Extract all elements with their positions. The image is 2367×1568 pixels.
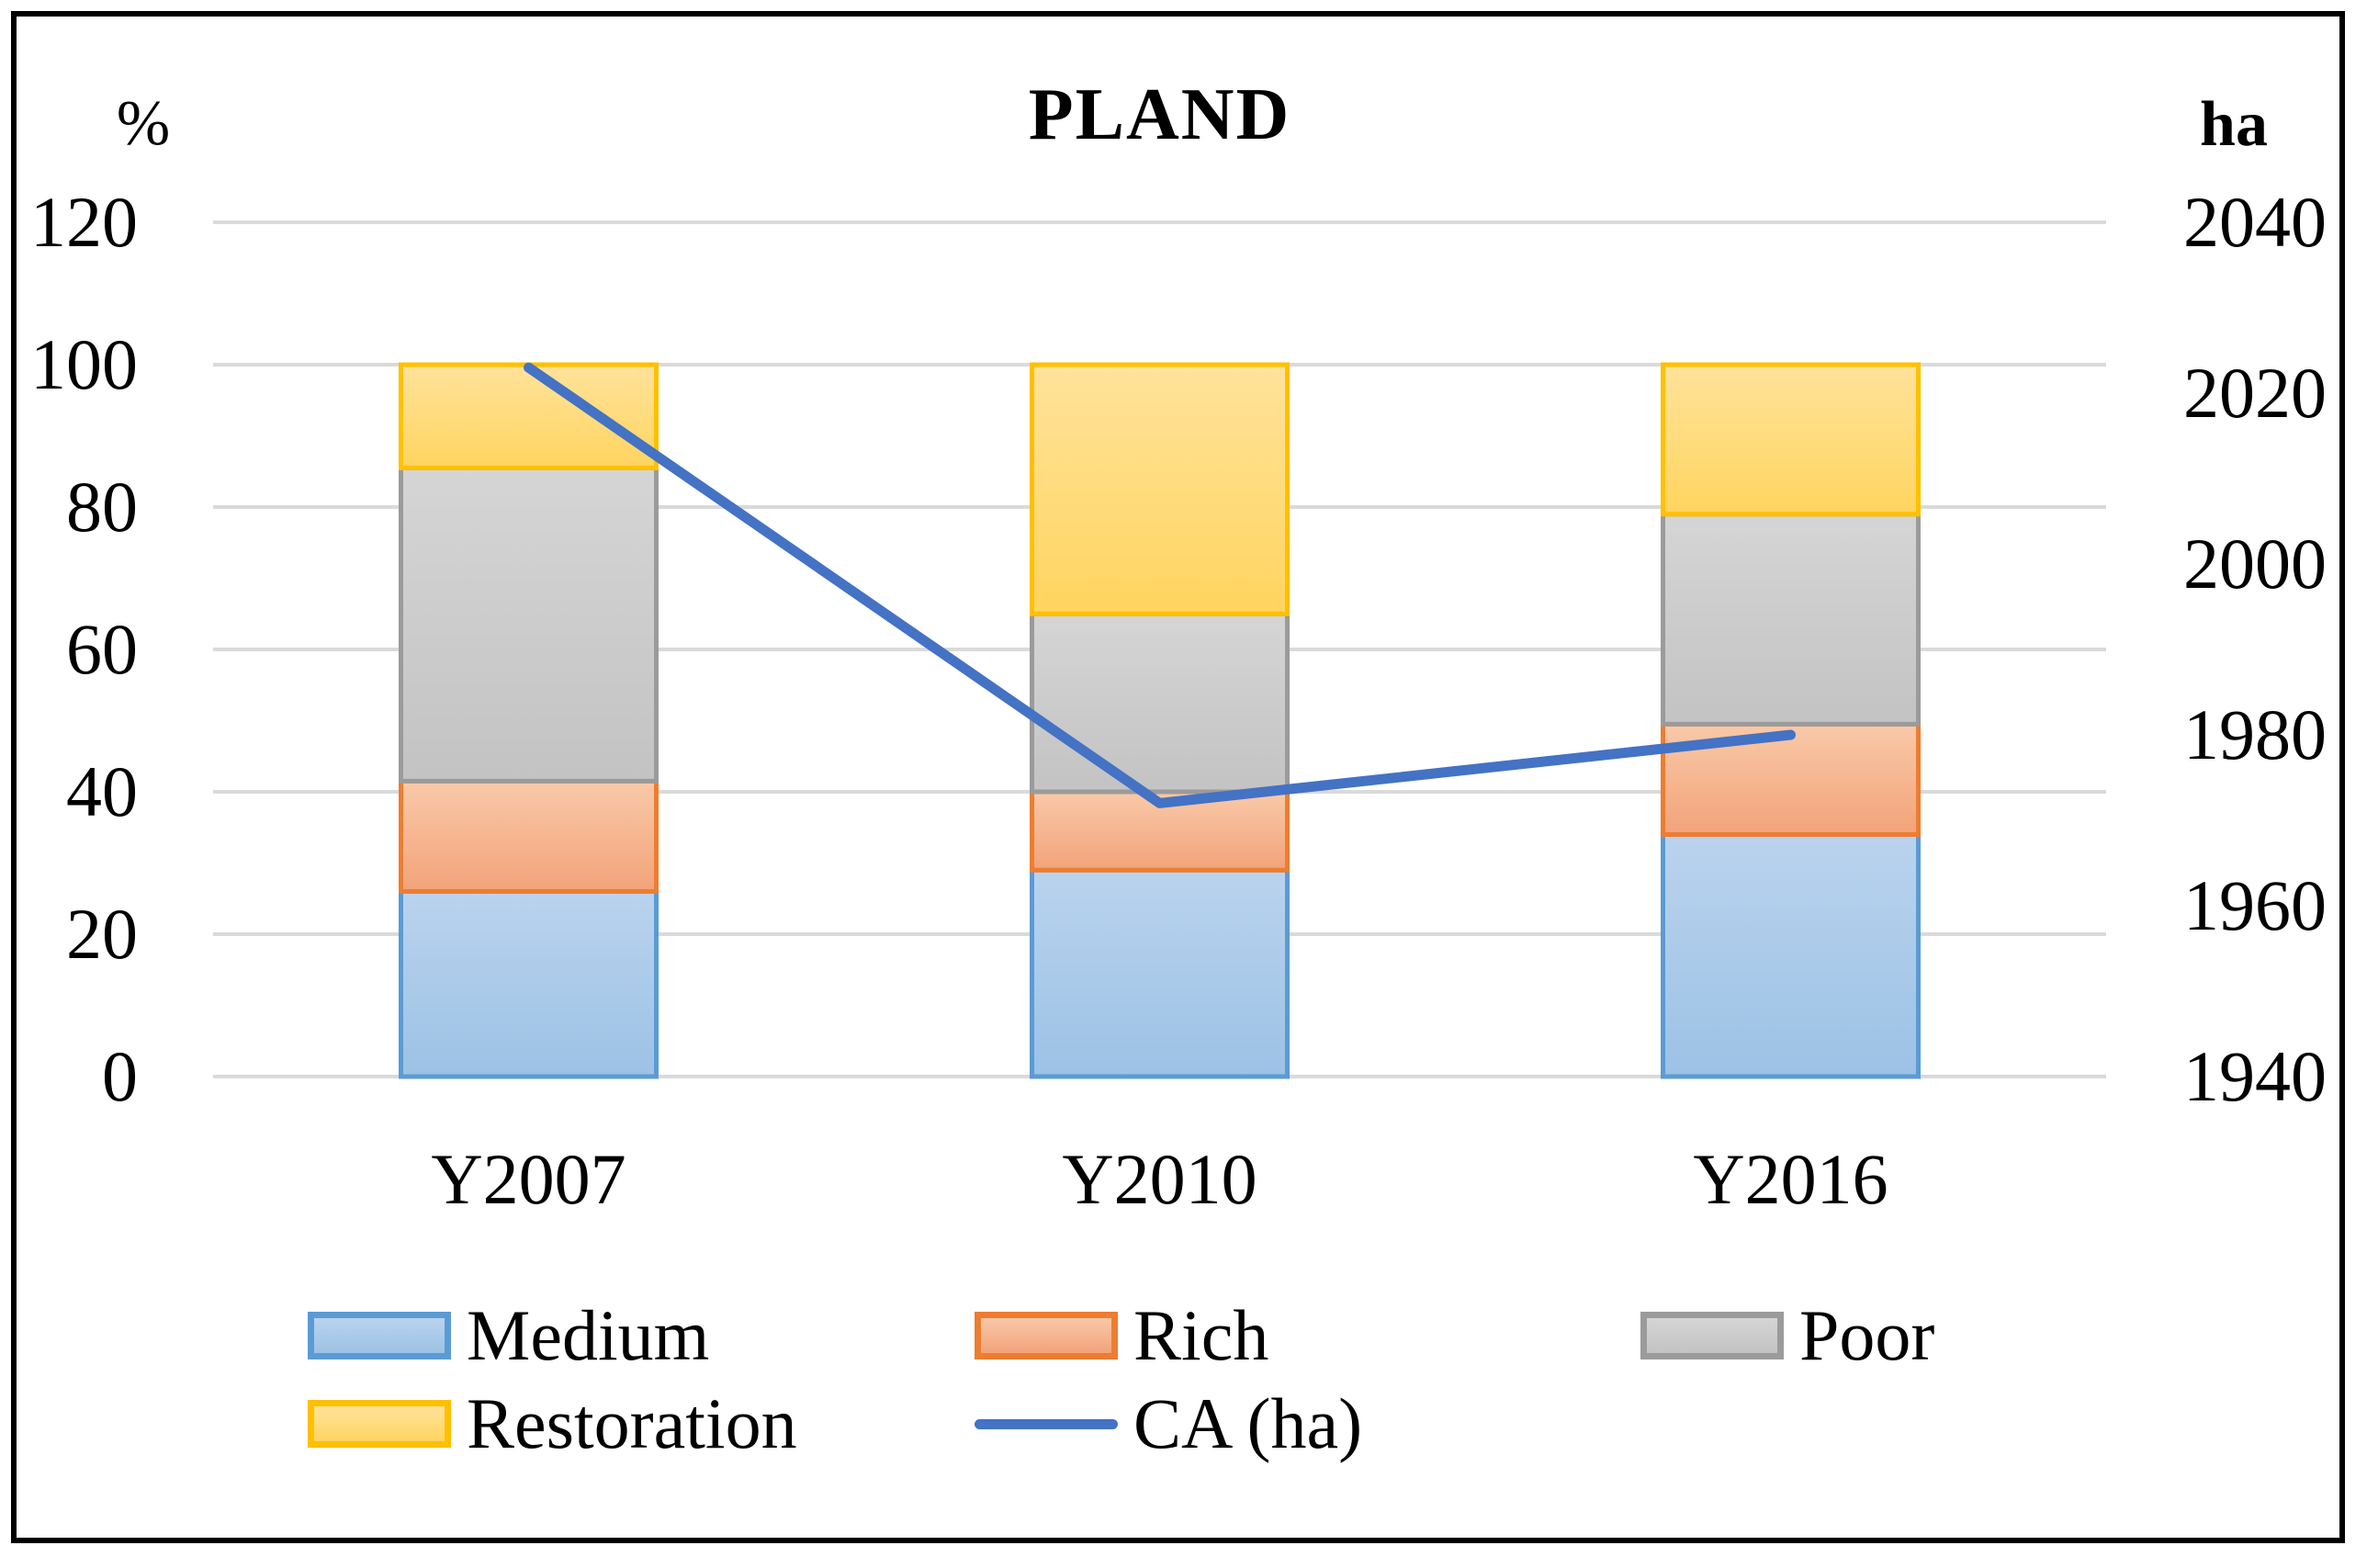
category-label-y2016: Y2016 <box>1693 1139 1888 1219</box>
legend-item-restoration: Restoration <box>308 1381 797 1467</box>
legend-item-rich: Rich <box>975 1292 1268 1379</box>
bar-segment-medium-y2007 <box>399 889 659 1079</box>
left-axis-tick-120: 120 <box>30 182 138 262</box>
right-axis-tick-1940: 1940 <box>2183 1036 2327 1116</box>
left-axis-unit: % <box>116 88 171 159</box>
legend-label-rich: Rich <box>1133 1295 1269 1375</box>
bar-segment-medium-y2010 <box>1030 867 1290 1079</box>
bar-segment-poor-y2016 <box>1661 512 1921 727</box>
left-axis-tick-80: 80 <box>66 467 138 547</box>
bar-segment-poor-y2007 <box>399 465 659 784</box>
legend-item-medium: Medium <box>308 1292 709 1379</box>
legend-swatch-medium <box>308 1312 451 1359</box>
right-axis-tick-1980: 1980 <box>2183 694 2327 774</box>
legend-swatch-restoration <box>308 1400 451 1448</box>
legend-swatch-poor <box>1640 1312 1784 1359</box>
left-axis-tick-20: 20 <box>66 894 138 974</box>
legend-label-ca: CA (ha) <box>1133 1383 1363 1463</box>
bar-segment-medium-y2016 <box>1661 832 1921 1079</box>
bar-segment-restoration-y2010 <box>1030 362 1290 616</box>
ca-line <box>524 362 1796 808</box>
legend-label-poor: Poor <box>1799 1295 1935 1375</box>
category-label-y2010: Y2010 <box>1062 1139 1257 1219</box>
bar-segment-restoration-y2007 <box>399 362 659 470</box>
left-axis-tick-0: 0 <box>102 1036 138 1116</box>
right-axis-tick-2000: 2000 <box>2183 524 2327 604</box>
left-axis-tick-60: 60 <box>66 609 138 689</box>
legend-label-medium: Medium <box>467 1295 710 1375</box>
category-label-y2007: Y2007 <box>431 1139 626 1219</box>
bar-segment-rich-y2007 <box>399 778 659 894</box>
bar-segment-restoration-y2016 <box>1661 362 1921 517</box>
right-axis-tick-2020: 2020 <box>2183 353 2327 433</box>
right-axis-tick-2040: 2040 <box>2183 182 2327 262</box>
left-axis-tick-100: 100 <box>30 324 138 404</box>
legend-line-swatch-ca <box>975 1418 1118 1429</box>
legend-item-ca: CA (ha) <box>975 1381 1362 1467</box>
left-axis-tick-40: 40 <box>66 751 138 831</box>
right-axis-unit: ha <box>2200 89 2268 160</box>
legend-label-restoration: Restoration <box>467 1383 797 1463</box>
legend-item-poor: Poor <box>1640 1292 1934 1379</box>
bar-segment-poor-y2010 <box>1030 611 1290 795</box>
chart-title: PLAND <box>1028 74 1291 155</box>
right-axis-tick-1960: 1960 <box>2183 865 2327 945</box>
legend-swatch-rich <box>975 1312 1118 1359</box>
